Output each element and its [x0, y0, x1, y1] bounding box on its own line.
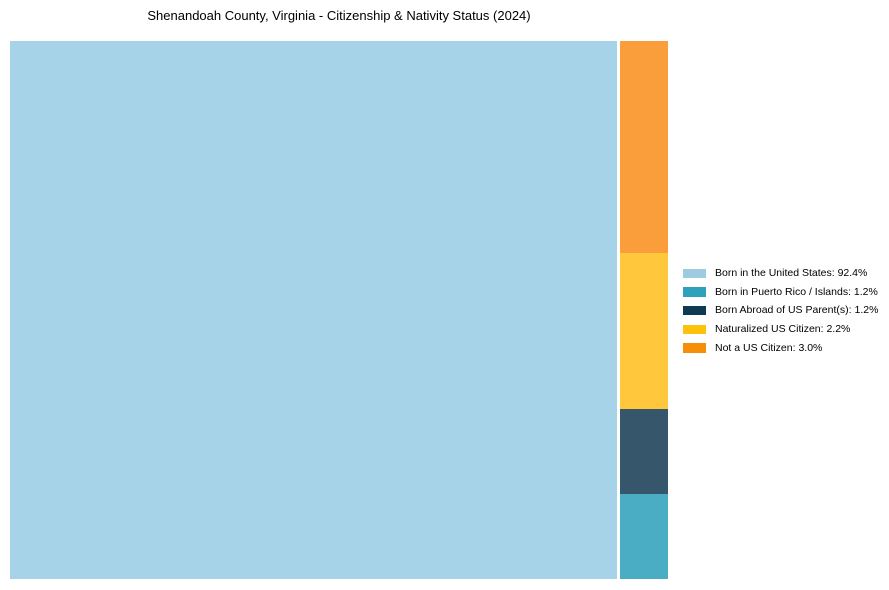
chart-title: Shenandoah County, Virginia - Citizenshi… [147, 8, 531, 23]
legend-item-naturalized-us-citizen: Naturalized US Citizen: 2.2% [683, 320, 878, 339]
legend-label: Born Abroad of US Parent(s): 1.2% [715, 304, 879, 317]
legend-swatch [683, 343, 706, 353]
treemap-rect-naturalized-us-citizen [620, 253, 668, 410]
legend-swatch [683, 268, 706, 279]
legend-label: Born in Puerto Rico / Islands: 1.2% [715, 285, 878, 298]
treemap-rect-born-in-puerto-rico-islands [620, 494, 668, 579]
legend-swatch [683, 305, 706, 316]
legend: Born in the United States: 92.4% Born in … [683, 264, 878, 357]
legend-item-not-a-us-citizen: Not a US Citizen: 3.0% [683, 339, 878, 358]
legend-swatch [683, 287, 706, 297]
treemap-rect-born-abroad-of-us-parent-s [620, 409, 668, 495]
legend-item-born-in-the-united-states: Born in the United States: 92.4% [683, 264, 878, 283]
treemap-rect-not-a-us-citizen [620, 41, 668, 254]
legend-label: Naturalized US Citizen: 2.2% [715, 323, 851, 336]
legend-swatch [683, 324, 706, 335]
legend-item-born-in-puerto-rico-islands: Born in Puerto Rico / Islands: 1.2% [683, 283, 878, 302]
legend-label: Not a US Citizen: 3.0% [715, 341, 823, 354]
treemap-rect-born-in-the-united-states [10, 41, 617, 579]
legend-item-born-abroad-of-us-parent-s: Born Abroad of US Parent(s): 1.2% [683, 301, 878, 320]
legend-label: Born in the United States: 92.4% [715, 267, 868, 280]
